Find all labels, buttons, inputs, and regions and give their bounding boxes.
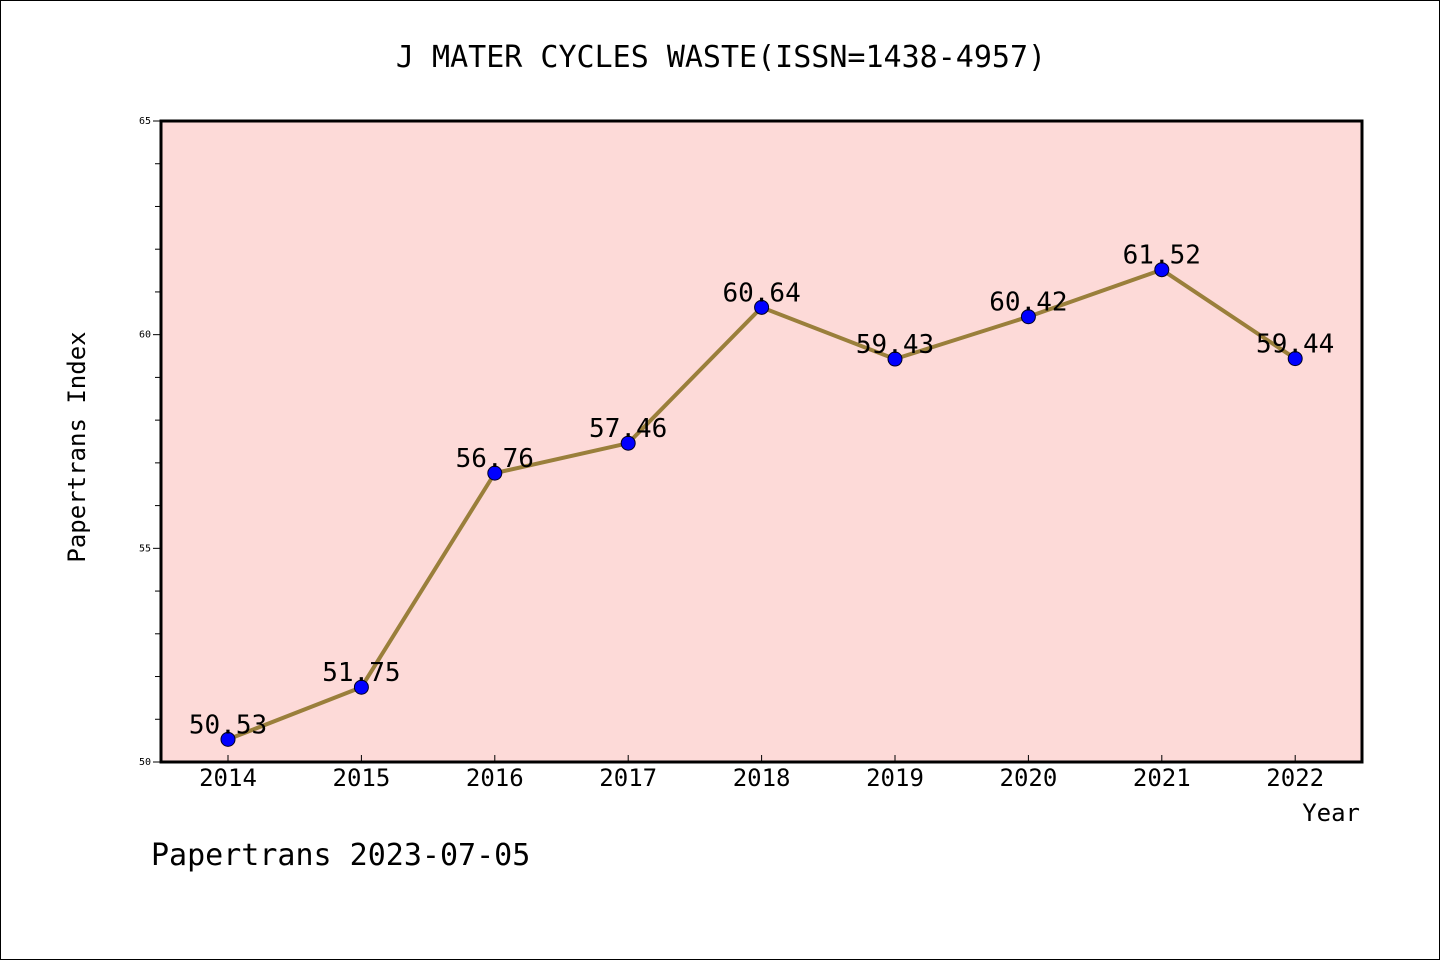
y-tick-label: 55 [139,543,151,554]
y-axis-ticks: 50 55 60 65 [139,116,161,768]
plot-area [161,121,1362,762]
data-label: 59.43 [856,330,934,360]
x-tick-label: 2015 [333,764,391,792]
x-tick-label: 2017 [599,764,657,792]
x-tick-label: 2020 [1000,764,1058,792]
data-label: 56.76 [456,444,534,474]
data-point [1020,309,1036,325]
chart-title: J MATER CYCLES WASTE(ISSN=1438-4957) [396,40,1046,75]
y-axis-label: Papertrans Index [63,331,91,562]
y-tick-label: 50 [139,757,151,768]
data-point [887,351,903,367]
data-label: 59.44 [1256,330,1334,360]
plot-border [159,119,1364,764]
data-label: 51.75 [322,658,400,688]
data-label: 50.53 [189,710,267,740]
data-label: 57.46 [589,414,667,444]
x-tick-label: 2022 [1266,764,1324,792]
data-label: 61.52 [1123,241,1201,271]
x-tick-label: 2019 [866,764,924,792]
data-point [487,465,503,481]
data-label: 60.42 [989,288,1067,318]
y-tick-label: 65 [139,116,151,127]
x-tick-label: 2021 [1133,764,1191,792]
data-label: 60.64 [722,278,800,308]
data-point [1154,262,1170,278]
data-point [754,299,770,315]
footer-date: Papertrans 2023-07-05 [151,838,530,873]
x-tick-label: 2018 [733,764,791,792]
y-tick-label: 60 [139,330,151,341]
data-point [620,435,636,451]
data-point [1287,351,1303,367]
data-labels: 50.53 51.75 56.76 57.46 60.64 59.43 60.42 61.52… [189,241,1334,741]
data-markers [220,262,1303,747]
x-axis-ticks: 2014 2015 2016 2017 2018 2019 2020 2021 2022 [199,755,1324,792]
x-tick-label: 2014 [199,764,257,792]
x-axis-label: Year [1302,799,1360,827]
data-point [220,731,236,747]
x-tick-label: 2016 [466,764,524,792]
data-point [353,679,369,695]
